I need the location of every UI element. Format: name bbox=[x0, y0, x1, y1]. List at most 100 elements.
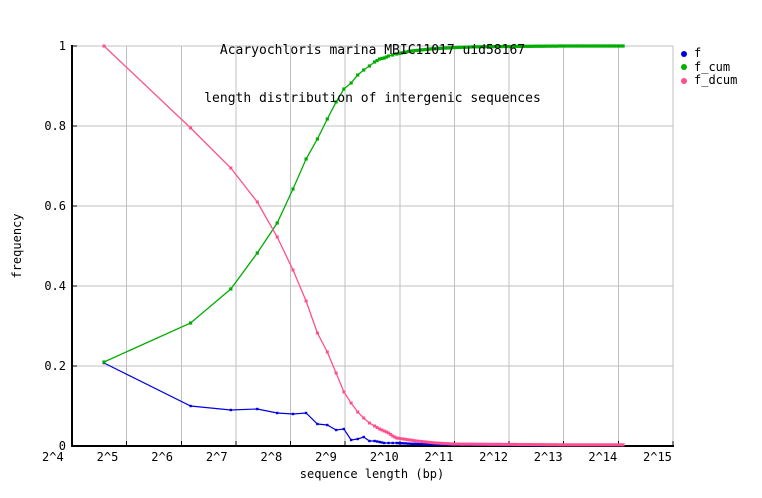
data-point-f_cum bbox=[546, 44, 550, 48]
data-point-f bbox=[378, 440, 381, 444]
data-point-f_dcum bbox=[470, 442, 474, 446]
y-tick-label: 0.6 bbox=[44, 199, 66, 213]
data-point-f_dcum bbox=[592, 443, 596, 447]
data-point-f_dcum bbox=[384, 430, 388, 434]
data-point-f_cum bbox=[475, 45, 480, 49]
data-point-f_cum bbox=[492, 45, 496, 49]
data-point-f_dcum bbox=[583, 443, 587, 447]
data-point-f_cum bbox=[457, 45, 461, 49]
data-point-f_dcum bbox=[427, 440, 431, 444]
data-point-f_cum bbox=[592, 44, 596, 48]
data-point-f_dcum bbox=[539, 443, 543, 447]
data-point-f_cum bbox=[619, 44, 623, 48]
x-tick-label: 2^12 bbox=[479, 450, 508, 464]
x-tick-label: 2^6 bbox=[151, 450, 173, 464]
data-point-f_cum bbox=[430, 47, 435, 51]
data-point-f_dcum bbox=[406, 438, 410, 442]
data-point-f_dcum bbox=[342, 390, 346, 394]
data-point-f bbox=[383, 441, 386, 445]
data-point-f_cum bbox=[610, 44, 614, 48]
data-point-f_dcum bbox=[466, 442, 470, 446]
data-point-f_cum bbox=[438, 46, 442, 50]
data-point-f_dcum bbox=[599, 443, 603, 447]
data-point-f bbox=[368, 439, 371, 443]
data-point-f_dcum bbox=[608, 443, 612, 447]
data-point-f_dcum bbox=[404, 437, 408, 441]
data-point-f_cum bbox=[356, 73, 360, 77]
data-point-f_cum bbox=[495, 45, 499, 49]
data-point-f_dcum bbox=[516, 443, 520, 446]
data-series bbox=[102, 44, 625, 447]
data-point-f_cum bbox=[573, 44, 577, 48]
data-point-f bbox=[387, 441, 390, 445]
data-point-f_dcum bbox=[578, 443, 582, 447]
data-point-f_dcum bbox=[255, 200, 259, 204]
data-point-f_cum bbox=[535, 44, 539, 48]
data-point-f_cum bbox=[497, 45, 501, 49]
data-point-f_dcum bbox=[387, 431, 391, 435]
data-point-f_cum bbox=[428, 47, 432, 51]
data-point-f_cum bbox=[367, 64, 371, 68]
legend-item-f-dcum: f_dcum bbox=[681, 74, 737, 88]
data-point-f_cum bbox=[532, 44, 537, 48]
data-point-f bbox=[430, 443, 433, 446]
data-point-f_cum bbox=[555, 44, 559, 48]
data-point-f_cum bbox=[562, 44, 566, 48]
data-point-f_dcum bbox=[450, 442, 454, 446]
data-point-f_dcum bbox=[587, 443, 591, 447]
data-point-f_cum bbox=[548, 44, 552, 48]
data-point-f_dcum bbox=[605, 443, 609, 447]
data-point-f_dcum bbox=[551, 443, 555, 447]
data-point-f_dcum bbox=[453, 442, 456, 446]
data-point-f_dcum bbox=[573, 443, 577, 447]
data-point-f_cum bbox=[511, 44, 516, 48]
data-point-f_dcum bbox=[544, 443, 548, 447]
data-point-f_dcum bbox=[413, 439, 417, 443]
data-point-f_dcum bbox=[291, 268, 295, 272]
y-tick-label: 0.8 bbox=[44, 119, 66, 133]
legend: f f_cum f_dcum bbox=[681, 47, 737, 88]
data-point-f_dcum bbox=[468, 442, 472, 446]
data-point-f_cum bbox=[599, 44, 603, 48]
data-point-f bbox=[229, 408, 232, 412]
data-point-f_cum bbox=[397, 51, 401, 56]
data-point-f_dcum bbox=[475, 442, 479, 446]
data-point-f_cum bbox=[614, 44, 618, 48]
data-point-f_dcum bbox=[557, 443, 561, 447]
data-point-f_cum bbox=[334, 100, 338, 104]
data-point-f_cum bbox=[373, 60, 377, 64]
data-point-f_cum bbox=[325, 117, 329, 121]
data-point-f_cum bbox=[564, 44, 568, 48]
data-point-f_dcum bbox=[461, 442, 465, 446]
data-point-f_cum bbox=[407, 49, 411, 54]
legend-marker-f-cum bbox=[681, 64, 687, 71]
data-point-f_dcum bbox=[482, 442, 486, 446]
data-point-f_cum bbox=[473, 45, 477, 49]
data-point-f_cum bbox=[514, 44, 518, 48]
data-point-f_cum bbox=[544, 44, 548, 48]
data-point-f_cum bbox=[445, 46, 449, 50]
data-point-f_cum bbox=[380, 56, 384, 61]
data-point-f_cum bbox=[450, 46, 454, 50]
data-point-f bbox=[349, 438, 353, 442]
y-tick-label: 0.2 bbox=[44, 359, 66, 373]
x-tick-label: 2^5 bbox=[96, 450, 119, 464]
data-point-f_cum bbox=[490, 45, 494, 49]
data-point-f_cum bbox=[315, 137, 319, 141]
data-point-f_cum bbox=[519, 44, 523, 48]
data-point-f bbox=[402, 442, 405, 445]
x-tick-label: 2^8 bbox=[260, 450, 283, 464]
data-point-f bbox=[362, 435, 365, 439]
data-point-f_dcum bbox=[479, 442, 483, 446]
data-point-f_cum bbox=[419, 48, 423, 52]
data-point-f_cum bbox=[580, 44, 584, 48]
data-point-f_dcum bbox=[500, 442, 504, 446]
data-point-f_cum bbox=[409, 49, 413, 53]
data-point-f_dcum bbox=[408, 438, 412, 442]
data-point-f bbox=[420, 442, 423, 446]
data-point-f_cum bbox=[466, 45, 470, 49]
data-point-f_dcum bbox=[590, 443, 593, 447]
x-tick-label: 2^4 bbox=[42, 450, 64, 464]
data-point-f_dcum bbox=[349, 401, 353, 405]
data-point-f_dcum bbox=[617, 443, 621, 447]
